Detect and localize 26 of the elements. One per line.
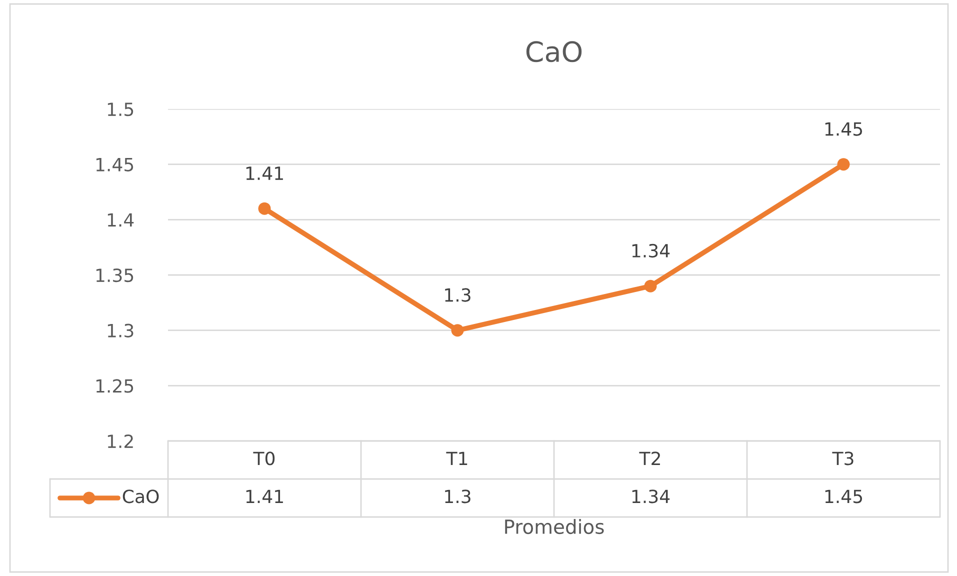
y-tick-label: 1.3 [108,324,134,338]
y-tick-label: 1.5 [108,102,134,116]
y-tick-label: 1.2 [108,434,133,448]
annotation: 1.41 [246,166,283,180]
annotation: 1.3 [445,288,470,302]
data-label: 1.45 [825,490,862,504]
data-label: 1.3 [445,490,470,504]
y-tick-label: 1.25 [96,379,134,393]
y-tick-label: 1.4 [108,213,134,227]
x-tick-label: T1 [446,452,468,465]
data-label: 1.34 [632,490,670,504]
x-tick-label: T0 [253,452,275,466]
chart-title: CaO [526,41,582,62]
point [258,202,271,215]
annotation: 1.45 [825,122,862,136]
point [837,158,850,171]
legend-label: CaO [122,490,159,504]
x-tick-label: T3 [832,452,854,466]
y-tick-label: 1.45 [96,158,134,172]
data-label: 1.41 [246,490,283,503]
annotation: 1.34 [632,244,670,258]
x-tick-label: T2 [639,452,660,465]
point [451,324,464,337]
y-tick-label: 1.35 [96,268,134,282]
point [644,280,657,292]
x-axis-title: Promedios [505,519,604,534]
